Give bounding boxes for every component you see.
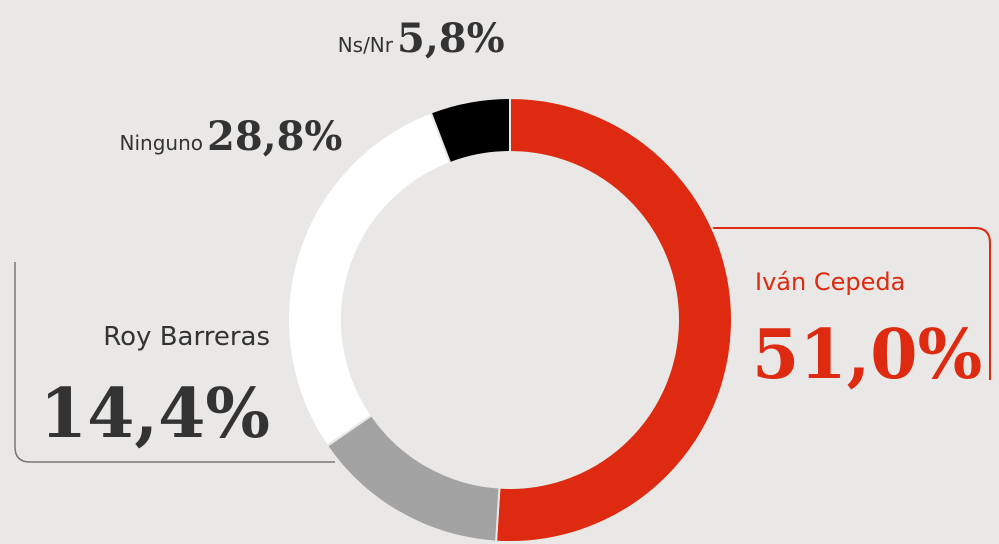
category-label: Ninguno — [120, 131, 203, 155]
value-label: 51,0% — [752, 315, 982, 395]
bracket — [14, 262, 335, 463]
value-label: 28,8% — [207, 113, 342, 160]
value-label: 14,4% — [40, 374, 270, 454]
category-label: Ns/Nr — [338, 33, 394, 57]
slice — [429, 96, 511, 165]
category-label: Roy Barreras — [103, 322, 270, 352]
category-label: Iván Cepeda — [755, 268, 905, 296]
bracket — [712, 227, 991, 380]
value-label: 5,8% — [397, 15, 505, 62]
slice — [495, 96, 733, 543]
